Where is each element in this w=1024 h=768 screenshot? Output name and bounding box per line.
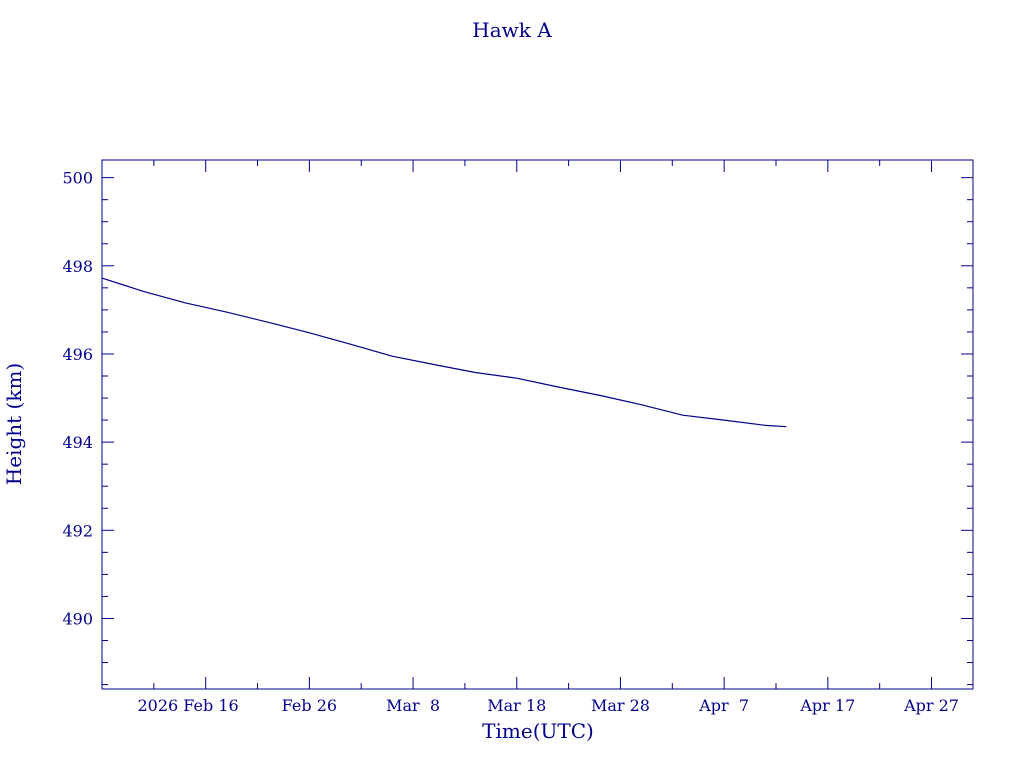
y-tick-label: 498 (62, 257, 93, 276)
x-tick-label: Feb 26 (282, 696, 337, 715)
y-tick-label: 494 (62, 433, 93, 452)
x-tick-label: Apr 17 (799, 696, 855, 715)
y-tick-label: 500 (62, 169, 93, 188)
chart-title: Hawk A (472, 18, 552, 42)
y-axis-ticks: 490 492 494 496 498 500 (62, 169, 973, 686)
x-tick-label: 2026 Feb 16 (138, 696, 239, 715)
x-axis-label: Time(UTC) (482, 719, 594, 743)
plot-frame (101, 159, 974, 690)
y-tick-label: 492 (62, 521, 93, 540)
y-axis-label: Height (km) (2, 363, 26, 485)
series-group (101, 277, 787, 428)
x-tick-label: Apr 27 (903, 696, 959, 715)
y-tick-label: 490 (62, 609, 93, 628)
x-axis-ticks: 2026 Feb 16 Feb 26 Mar 8 Mar 18 Mar 28 Apr 7 A… (101, 160, 959, 715)
x-tick-label: Mar 28 (591, 696, 650, 715)
x-tick-label: Apr 7 (698, 696, 749, 715)
x-tick-label: Mar 18 (487, 696, 546, 715)
y-tick-label: 496 (62, 345, 93, 364)
height-series-line (101, 277, 787, 428)
x-tick-label: Mar 8 (386, 696, 440, 715)
